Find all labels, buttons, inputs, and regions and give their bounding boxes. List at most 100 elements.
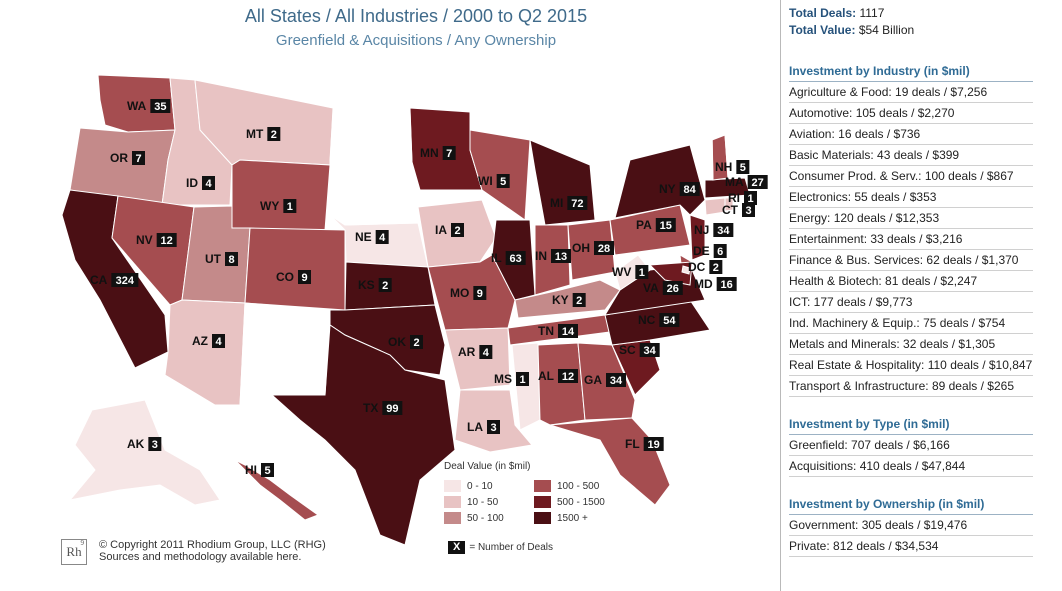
state-label-wv[interactable]: WV 1 [612,265,649,279]
sources-link[interactable]: Sources and methodology available here. [99,551,302,563]
type-row[interactable]: Greenfield: 707 deals / $6,166 [789,435,1033,456]
state-label-la[interactable]: LA 3 [467,420,500,434]
state-label-ne[interactable]: NE 4 [355,230,389,244]
state-ar[interactable] [444,327,511,391]
state-label-hi[interactable]: HI 5 [245,463,274,477]
state-label-dc[interactable]: DC 2 [688,260,723,274]
state-az[interactable] [164,299,246,406]
state-label-pa[interactable]: PA 15 [636,218,676,232]
state-sd[interactable] [329,159,419,226]
industry-row[interactable]: Automotive: 105 deals / $2,270 [789,103,1033,124]
state-label-ut[interactable]: UT 8 [205,252,238,266]
deal-count-box [473,286,487,300]
state-label-nj[interactable]: NJ 34 [694,223,734,237]
state-co[interactable] [244,227,346,311]
state-wy[interactable] [231,159,331,231]
state-label-ms[interactable]: MS 1 [494,372,529,386]
state-label-ar[interactable]: AR 4 [458,345,493,359]
industry-row[interactable]: Entertainment: 33 deals / $3,216 [789,229,1033,250]
industry-row[interactable]: Agriculture & Food: 19 deals / $7,256 [789,82,1033,103]
deals-key: X = Number of Deals [448,541,553,554]
state-label-ks[interactable]: KS 2 [358,278,392,292]
state-mi[interactable] [529,139,596,226]
state-label-wa[interactable]: WA 35 [127,99,171,113]
state-label-az[interactable]: AZ 4 [192,334,225,348]
state-code: MD [694,277,713,291]
state-label-mo[interactable]: MO 9 [450,286,487,300]
industry-row[interactable]: Basic Materials: 43 deals / $399 [789,145,1033,166]
state-vt[interactable] [697,127,714,181]
state-label-de[interactable]: DE 6 [693,244,727,258]
industry-row[interactable]: Finance & Bus. Services: 62 deals / $1,3… [789,250,1033,271]
state-label-wy[interactable]: WY 1 [260,199,297,213]
state-wv[interactable] [614,254,651,291]
state-label-co[interactable]: CO 9 [276,270,311,284]
state-label-ca[interactable]: CA 324 [90,273,139,287]
industry-row[interactable]: Energy: 120 deals / $12,353 [789,208,1033,229]
industry-row[interactable]: Consumer Prod. & Serv.: 100 deals / $867 [789,166,1033,187]
state-label-il[interactable]: IL 63 [491,251,526,265]
state-label-tn[interactable]: TN 14 [538,324,578,338]
rhodium-logo[interactable]: Rh 9 [61,539,87,565]
state-ak[interactable] [68,399,221,506]
state-label-ky[interactable]: KY 2 [552,293,586,307]
deal-count-box [662,281,683,295]
state-ct[interactable] [704,197,726,216]
state-label-al[interactable]: AL 12 [538,369,578,383]
state-label-ri[interactable]: RI 1 [728,191,757,205]
state-me[interactable] [724,88,766,179]
state-label-va[interactable]: VA 26 [643,281,683,295]
state-label-sc[interactable]: SC 34 [619,343,660,357]
state-label-wi[interactable]: WI 5 [478,174,510,188]
state-al[interactable] [537,342,586,426]
state-label-in[interactable]: IN 13 [535,249,571,263]
state-md[interactable] [648,261,693,286]
state-label-ia[interactable]: IA 2 [435,223,464,237]
state-label-mn[interactable]: MN 7 [420,146,456,160]
industry-heading: Investment by Industry (in $mil) [789,64,1033,82]
state-label-nc[interactable]: NC 54 [638,313,680,327]
state-label-ok[interactable]: OK 2 [388,335,423,349]
ownership-row[interactable]: Government: 305 deals / $19,476 [789,515,1033,536]
state-label-mi[interactable]: MI 72 [550,196,588,210]
type-row[interactable]: Acquisitions: 410 deals / $47,844 [789,456,1033,477]
state-nd[interactable] [329,111,413,163]
state-label-md[interactable]: MD 16 [694,277,737,291]
legend-label: 0 - 10 [467,480,493,492]
industry-row[interactable]: Health & Biotech: 81 deals / $2,247 [789,271,1033,292]
state-label-or[interactable]: OR 7 [110,151,145,165]
state-label-fl[interactable]: FL 19 [625,437,664,451]
deal-count: 7 [135,153,141,165]
industry-row[interactable]: ICT: 177 deals / $9,773 [789,292,1033,313]
state-label-tx[interactable]: TX 99 [363,401,403,415]
deal-count: 2 [271,129,277,141]
industry-row[interactable]: Metals and Minerals: 32 deals / $1,305 [789,334,1033,355]
industry-row[interactable]: Aviation: 16 deals / $736 [789,124,1033,145]
industry-row[interactable]: Transport & Infrastructure: 89 deals / $… [789,376,1033,397]
state-hi[interactable] [234,459,320,521]
state-ms[interactable] [511,342,541,431]
state-ri[interactable] [724,197,734,212]
state-nj[interactable] [689,214,706,261]
ownership-list: Government: 305 deals / $19,476 Private: … [789,515,1033,557]
state-label-id[interactable]: ID 4 [186,176,215,190]
state-label-ma[interactable]: MA 27 [725,175,768,189]
state-tx[interactable] [270,324,456,546]
us-map: WA 35 OR 7 CA 324 ID 4 NV 12 MT 2 WY 1 UT 8 AZ 4 CO 9 NE 4 KS 2… [61,74,768,546]
state-fl[interactable] [549,417,671,506]
state-label-mt[interactable]: MT 2 [246,127,281,141]
industry-row[interactable]: Real Estate & Hospitality: 110 deals / $… [789,355,1033,376]
industry-row[interactable]: Ind. Machinery & Equip.: 75 deals / $754 [789,313,1033,334]
state-label-ny[interactable]: NY 84 [659,182,700,196]
state-label-oh[interactable]: OH 28 [572,241,614,255]
state-dc[interactable] [681,265,691,275]
state-label-ga[interactable]: GA 34 [584,373,626,387]
state-label-nh[interactable]: NH 5 [715,160,750,174]
state-label-ak[interactable]: AK 3 [127,437,162,451]
industry-row[interactable]: Electronics: 55 deals / $353 [789,187,1033,208]
state-label-ct[interactable]: CT 3 [722,203,755,217]
state-nm[interactable] [239,302,331,406]
deal-count-box [111,273,139,287]
state-label-nv[interactable]: NV 12 [136,233,177,247]
ownership-row[interactable]: Private: 812 deals / $34,534 [789,536,1033,557]
